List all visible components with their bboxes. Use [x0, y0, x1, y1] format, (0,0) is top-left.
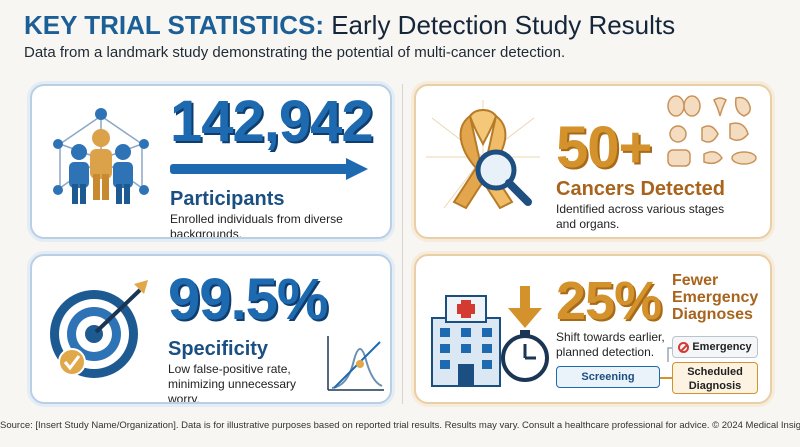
participants-label: Participants — [170, 188, 285, 210]
emergency-label-line-1: Fewer — [672, 272, 719, 289]
arrow-icon — [170, 158, 368, 180]
screening-pill-label: Screening — [581, 371, 635, 383]
emergency-value: 25% — [556, 271, 662, 331]
participants-description: Enrolled individuals from diverse backgr… — [170, 212, 343, 239]
stopwatch-icon — [501, 286, 549, 382]
hospital-icon — [431, 295, 501, 387]
page-title: KEY TRIAL STATISTICS: Early Detection St… — [24, 8, 784, 42]
emergency-description: Shift towards earlier, planned detection… — [556, 330, 665, 359]
footer-source: Source: [Insert Study Name/Organization]… — [0, 420, 800, 431]
center-divider — [402, 84, 403, 404]
title-rest: Early Detection Study Results — [323, 10, 676, 40]
participants-value: 142,942 — [170, 89, 374, 154]
cancers-description: Identified across various stages and org… — [556, 202, 725, 231]
scheduled-diagnosis-pill: Scheduled Diagnosis — [672, 362, 758, 394]
header: KEY TRIAL STATISTICS: Early Detection St… — [24, 8, 784, 61]
emergency-pill-label: Emergency — [692, 341, 752, 353]
cancers-value: 50+ — [556, 115, 652, 180]
participants-card: 142,942 Participants Enrolled individual… — [30, 84, 392, 239]
emergency-label-line-2: Emergency — [672, 289, 759, 306]
curve-chart-icon — [327, 336, 384, 391]
title-highlight: KEY TRIAL STATISTICS: — [24, 10, 324, 40]
emergency-label: Fewer Emergency Diagnoses — [672, 272, 758, 323]
page-subtitle: Data from a landmark study demonstrating… — [24, 44, 566, 61]
specificity-card: 99.5% Specificity Low false-positive rat… — [30, 254, 392, 404]
target-arrow-icon — [50, 280, 148, 378]
awareness-ribbon-magnifier-icon — [426, 100, 540, 210]
scheduled-line-2: Diagnosis — [688, 380, 742, 392]
scheduled-line-1: Scheduled — [687, 366, 743, 378]
emergency-label-line-3: Diagnoses — [672, 306, 753, 323]
organs-icon — [667, 95, 757, 167]
screening-pill: Screening — [556, 366, 660, 388]
cancers-card: 50+ Cancers Detected Identified across v… — [414, 84, 772, 239]
cancers-label: Cancers Detected — [556, 178, 725, 200]
emergency-pill: Emergency — [672, 336, 758, 358]
people-network-icon — [53, 108, 149, 204]
specificity-description: Low false-positive rate, minimizing unne… — [168, 362, 297, 404]
specificity-label: Specificity — [168, 338, 269, 360]
emergency-card: 25% Fewer Emergency Diagnoses Shift towa… — [414, 254, 772, 404]
specificity-value: 99.5% — [168, 267, 328, 332]
prohibited-icon — [678, 342, 690, 353]
